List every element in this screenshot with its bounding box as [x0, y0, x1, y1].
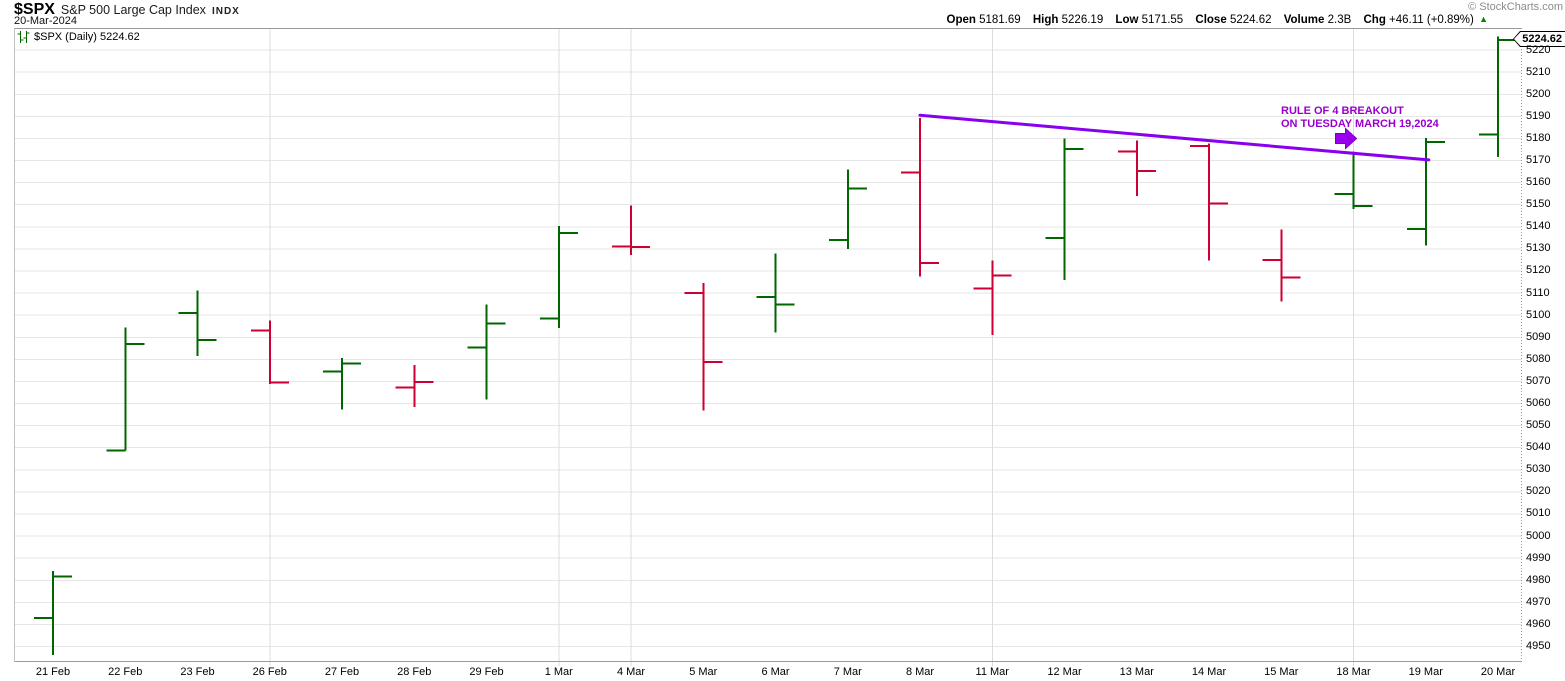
x-axis-label: 15 Mar — [1264, 666, 1299, 678]
x-axis-label: 13 Mar — [1119, 666, 1154, 678]
legend-label: $SPX (Daily) 5224.62 — [34, 31, 140, 43]
open-label: Open — [946, 14, 976, 26]
breakout-arrow-icon — [1335, 127, 1358, 150]
y-axis-label: 5110 — [1526, 286, 1550, 299]
y-axis-label: 5170 — [1526, 154, 1551, 167]
chart-date: 20-Mar-2024 — [14, 15, 77, 27]
price-plot-area — [14, 28, 1522, 666]
low-value: 5171.55 — [1141, 14, 1184, 26]
y-axis-label: 5090 — [1526, 330, 1551, 343]
stockcharts-copyright: © StockCharts.com — [1468, 1, 1563, 13]
quote-change: Chg +46.11 (+0.89%) — [1363, 14, 1473, 26]
x-axis-label: 12 Mar — [1047, 666, 1082, 678]
y-axis-label: 5150 — [1526, 198, 1551, 211]
close-value: 5224.62 — [1229, 14, 1272, 26]
x-axis-label: 21 Feb — [35, 666, 71, 678]
y-axis-label: 5000 — [1526, 529, 1551, 542]
x-axis-label: 14 Mar — [1191, 666, 1227, 678]
up-triangle-icon: ▲ — [1479, 14, 1488, 24]
volume-label: Volume — [1283, 14, 1325, 26]
change-value: +46.11 (+0.89%) — [1389, 14, 1474, 26]
date-axis: 21 Feb 22 Feb 23 Feb 26 Feb 27 Feb 28 Feb 29 F… — [0, 666, 1565, 680]
y-axis-label: 5210 — [1526, 65, 1551, 78]
y-axis-label: 4980 — [1526, 573, 1551, 586]
quote-volume: Volume 2.3B — [1284, 14, 1352, 26]
annotation-line-2: ON TUESDAY MARCH 19,2024 — [1281, 118, 1439, 130]
y-axis-label: 5020 — [1526, 485, 1551, 498]
y-axis-label: 4970 — [1526, 595, 1551, 608]
y-axis-label: 5220 — [1526, 43, 1551, 56]
x-axis-label: 4 Mar — [616, 666, 646, 678]
y-axis-label: 5100 — [1526, 308, 1551, 321]
y-axis-label: 5030 — [1526, 463, 1551, 476]
x-axis-label: 23 Feb — [180, 666, 215, 678]
low-label: Low — [1115, 14, 1139, 26]
y-axis-label: 5070 — [1526, 374, 1551, 387]
high-label: High — [1032, 14, 1059, 26]
y-axis-label: 5140 — [1526, 220, 1551, 233]
close-label: Close — [1195, 14, 1227, 26]
x-axis-label: 19 Mar — [1408, 666, 1443, 678]
y-axis-label: 4960 — [1526, 617, 1551, 630]
x-axis-label: 6 Mar — [761, 666, 790, 678]
rule-of-4-trendline — [918, 113, 1431, 162]
plot-border — [14, 28, 1522, 662]
x-axis-label: 5 Mar — [689, 666, 718, 678]
y-axis-label: 4990 — [1526, 551, 1551, 564]
x-axis-label: 29 Feb — [469, 666, 504, 678]
last-price-value: 5224.62 — [1514, 32, 1565, 46]
price-chart-canvas — [14, 28, 1522, 666]
index-name: S&P 500 Large Cap Index — [60, 3, 206, 17]
ticker-symbol: $SPX — [14, 1, 55, 18]
volume-value: 2.3B — [1327, 14, 1352, 26]
y-axis-label: 5050 — [1526, 419, 1551, 432]
y-axis-label: 5130 — [1526, 242, 1551, 255]
ohlc-bars — [34, 36, 1517, 656]
x-axis-label: 27 Feb — [324, 666, 360, 678]
open-value: 5181.69 — [979, 14, 1021, 26]
quote-high: High 5226.19 — [1033, 14, 1103, 26]
high-value: 5226.19 — [1061, 14, 1104, 26]
x-axis-label: 18 Mar — [1336, 666, 1371, 678]
y-axis-label: 5120 — [1526, 264, 1551, 277]
x-axis-label: 7 Mar — [833, 666, 862, 678]
ohlc-quote-row: Open 5181.69 High 5226.19 Low 5171.55 Cl… — [938, 14, 1489, 26]
y-axis-label: 5060 — [1526, 397, 1551, 410]
quote-low: Low 5171.55 — [1115, 14, 1183, 26]
change-label: Chg — [1363, 14, 1386, 26]
x-axis-label: 28 Feb — [397, 666, 432, 678]
chart-legend: $SPX (Daily) 5224.62 — [17, 30, 140, 44]
annotation-line-1: RULE OF 4 BREAKOUT — [1281, 105, 1404, 117]
y-axis-label: 5160 — [1526, 176, 1551, 189]
quote-open: Open 5181.69 — [947, 14, 1021, 26]
y-axis-label: 5010 — [1526, 507, 1551, 520]
y-axis-label: 5200 — [1526, 87, 1551, 100]
x-axis-label: 26 Feb — [252, 666, 287, 678]
x-axis-label: 22 Feb — [108, 666, 143, 678]
horizontal-gridlines — [14, 49, 1522, 648]
quote-close: Close 5224.62 — [1195, 14, 1271, 26]
exchange-label: INDX — [211, 6, 240, 17]
vertical-gridlines — [269, 28, 1354, 666]
y-axis-label: 5180 — [1526, 131, 1551, 144]
x-axis-label: 20 Mar — [1480, 666, 1516, 678]
x-axis-label: 11 Mar — [975, 666, 1009, 678]
x-axis-label: 1 Mar — [544, 666, 573, 678]
y-axis-label: 5080 — [1526, 352, 1551, 365]
y-axis-label: 4950 — [1526, 640, 1551, 653]
price-axis: 5220 5210 5200 5190 5180 5170 5160 5150 5140 5130… — [1526, 0, 1565, 681]
ohlc-bars-icon — [17, 31, 30, 43]
x-axis-label: 8 Mar — [905, 666, 935, 678]
y-axis-label: 5040 — [1526, 441, 1551, 454]
y-axis-label: 5190 — [1526, 109, 1551, 122]
last-price-tag: 5224.62 — [1513, 31, 1565, 47]
chart-title-row: $SPX S&P 500 Large Cap Index INDX — [14, 1, 240, 19]
